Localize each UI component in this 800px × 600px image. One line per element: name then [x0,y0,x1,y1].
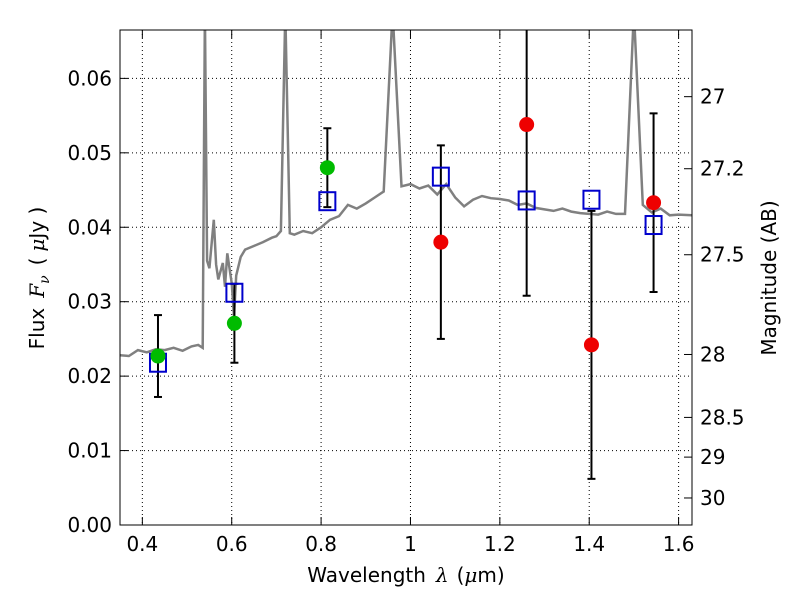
y-tick-label: 0.05 [67,141,112,165]
x-tick-label: 0.4 [126,532,158,556]
model-square [318,191,337,212]
x-tick-label: 1.6 [663,532,695,556]
right-tick-label: 28.5 [700,405,745,429]
model-square [582,189,601,210]
right-tick-label: 28 [700,342,725,366]
red-points [433,117,662,353]
plot-area [120,30,692,480]
right-tick-label: 27 [700,85,725,109]
plot-frame [119,29,693,526]
model-square [225,282,244,303]
red-point [583,337,599,353]
model-square [431,166,450,187]
green-points [150,160,335,364]
red-point [433,234,449,250]
y-tick-label: 0.04 [67,215,112,239]
x-tick-label: 1.4 [573,532,605,556]
red-point [519,117,535,133]
y-axis-label: FluxFν(μJy ) [25,207,53,350]
right-tick-label: 30 [700,486,725,510]
y-tick-label: 0.06 [67,66,112,90]
y-axis-ticks: 0.00 0.01 0.02 0.03 0.04 0.05 0.06 [67,66,128,537]
green-point [226,315,242,331]
model-squares [148,166,663,373]
x-tick-label: 0.8 [305,532,337,556]
x-axis-label: Wavelength λ (μm) [307,563,504,587]
y-tick-label: 0.00 [67,513,112,537]
model-square [517,190,536,211]
y-tick-label: 0.01 [67,439,112,463]
red-point [646,195,662,211]
right-tick-label: 27.5 [700,243,745,267]
green-point [319,160,335,176]
x-tick-label: 0.6 [216,532,248,556]
green-point [150,348,166,364]
right-tick-label: 29 [700,445,725,469]
model-spectrum-line [120,30,692,358]
right-axis-label: Magnitude (AB) [757,200,781,355]
x-axis-ticks: 0.4 0.6 0.8 1 1.2 1.4 1.6 [126,30,695,556]
right-axis-ticks: 27 27.2 27.5 28 28.5 29 30 [684,85,745,510]
y-tick-label: 0.03 [67,290,112,314]
error-bars [153,30,658,480]
x-tick-label: 1.2 [484,532,516,556]
y-tick-label: 0.02 [67,364,112,388]
x-tick-label: 1 [404,532,417,556]
model-square [644,215,663,236]
right-tick-label: 27.2 [700,157,745,181]
